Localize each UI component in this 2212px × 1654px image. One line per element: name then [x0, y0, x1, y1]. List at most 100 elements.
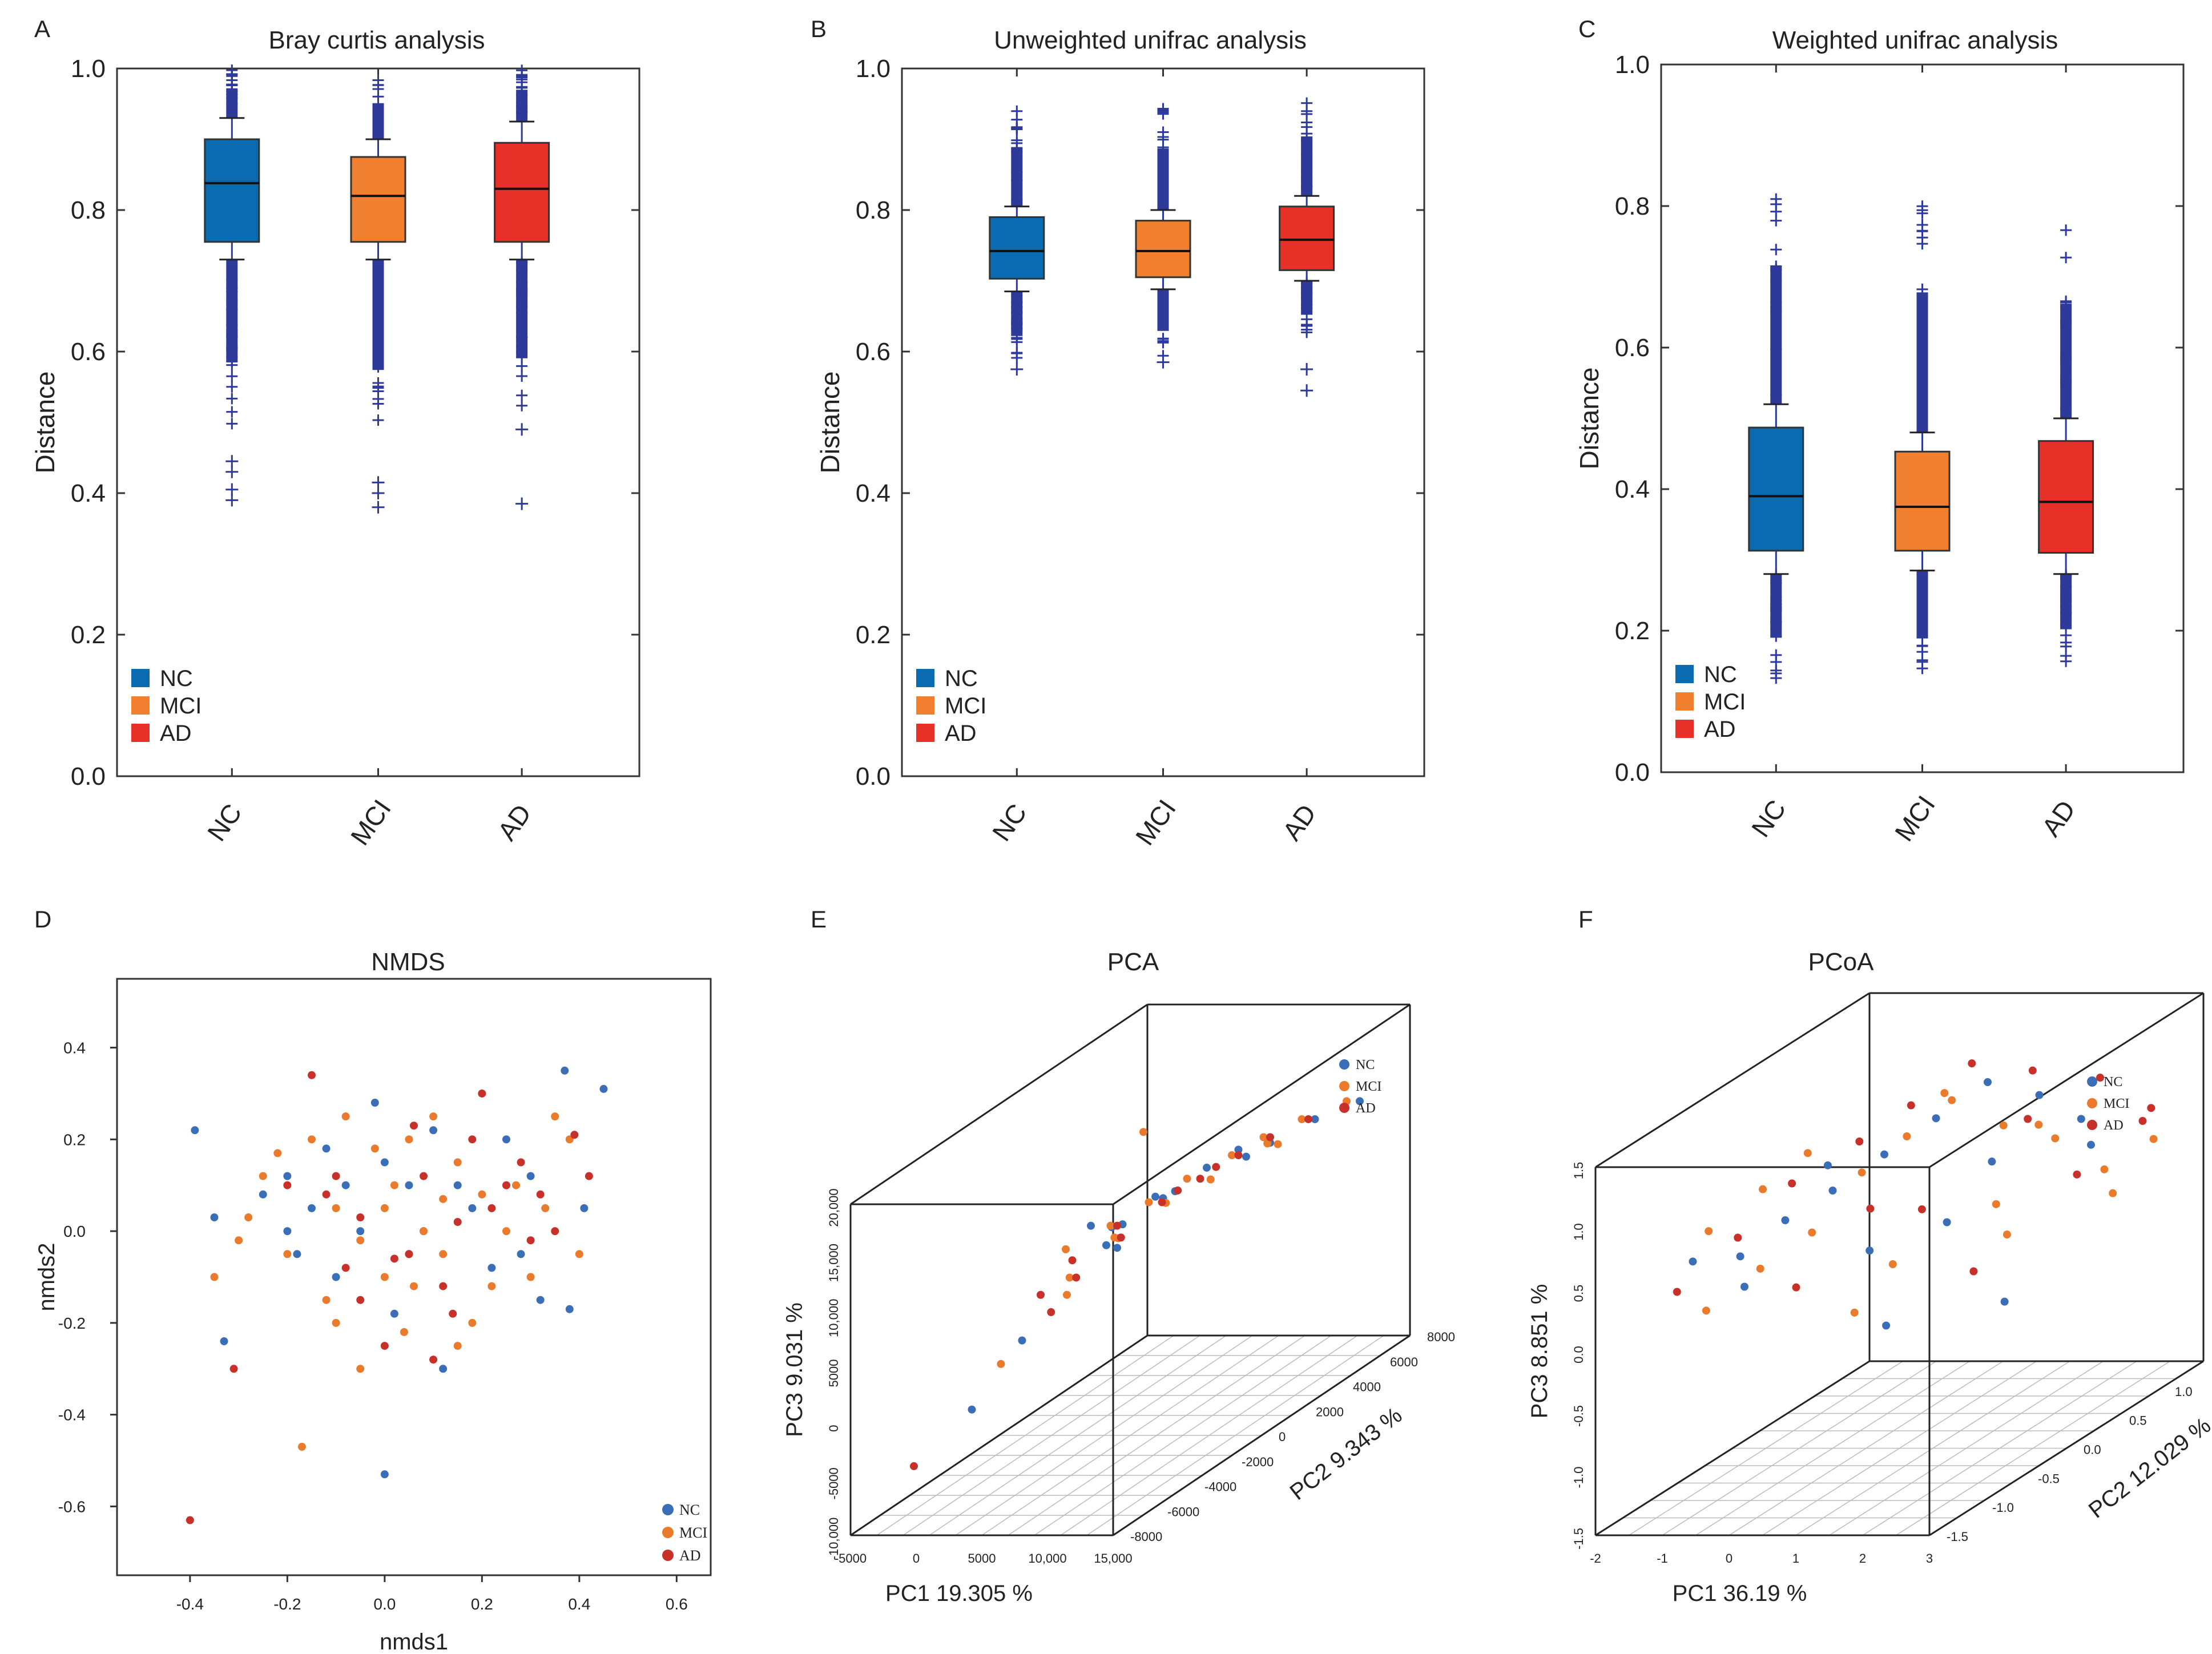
point-nc — [2000, 1297, 2009, 1306]
outlier-marker — [1770, 264, 1782, 276]
point-nc — [220, 1337, 228, 1346]
point-nc — [1242, 1152, 1250, 1161]
grid-line — [1034, 1335, 1332, 1536]
legend-label: AD — [1356, 1101, 1376, 1116]
point-mci — [332, 1318, 340, 1327]
point-mci — [2003, 1231, 2011, 1239]
outlier-marker — [2060, 606, 2072, 618]
outlier-marker — [1770, 198, 1782, 210]
point-mci — [1106, 1221, 1115, 1230]
point-ad — [229, 1365, 238, 1373]
outlier-marker — [1770, 672, 1782, 684]
outlier-marker — [1157, 126, 1169, 138]
legend-label: AD — [1704, 717, 1736, 742]
point-mci — [322, 1296, 331, 1304]
legend-label: MCI — [1356, 1079, 1381, 1094]
y-tick-label: 0.0 — [2084, 1443, 2101, 1457]
point-nc — [380, 1470, 389, 1479]
outlier-marker — [1301, 116, 1313, 128]
point-ad — [1234, 1151, 1243, 1160]
point-mci — [400, 1328, 408, 1336]
grid-line — [1862, 1361, 2137, 1536]
point-ad — [1117, 1233, 1125, 1242]
y-tick-label: -6000 — [1167, 1504, 1199, 1519]
point-ad — [1068, 1256, 1077, 1265]
point-ad — [410, 1122, 418, 1130]
panel-letter: A — [34, 15, 50, 42]
grid-line — [1060, 1335, 1358, 1536]
point-ad — [390, 1254, 398, 1263]
outlier-marker — [2060, 252, 2072, 264]
outlier-marker — [226, 86, 238, 98]
outlier-marker — [226, 68, 238, 80]
legend-label: MCI — [1704, 689, 1746, 715]
outlier-marker — [2060, 295, 2072, 307]
point-nc — [370, 1099, 379, 1107]
legend-marker — [662, 1504, 674, 1515]
point-mci — [2051, 1134, 2060, 1143]
point-nc — [322, 1144, 331, 1153]
point-mci — [512, 1181, 521, 1189]
y-tick-label: 0.0 — [63, 1223, 86, 1240]
point-ad — [1212, 1163, 1220, 1171]
point-nc — [599, 1084, 608, 1093]
point-mci — [210, 1273, 219, 1281]
point-nc — [580, 1204, 589, 1212]
point-mci — [1263, 1139, 1272, 1148]
outlier-marker — [1011, 166, 1023, 178]
outlier-band — [372, 259, 384, 370]
outlier-marker — [2060, 655, 2072, 667]
point-nc — [429, 1126, 438, 1135]
outlier-marker — [226, 342, 238, 354]
point-nc — [2077, 1115, 2085, 1123]
legend-swatch — [1675, 665, 1694, 683]
point-mci — [1940, 1089, 1949, 1098]
y-tick-label: 0.8 — [856, 196, 891, 224]
outlier-marker — [372, 398, 384, 410]
point-nc — [259, 1190, 267, 1199]
y-tick-label: 0 — [1279, 1430, 1286, 1444]
y-tick-label: 1.0 — [71, 55, 106, 83]
point-ad — [1174, 1186, 1182, 1195]
panel-a: A Bray curtis analysis 0.0 0.2 0.4 0.6 0.8 1.… — [30, 15, 640, 850]
outlier-marker — [2060, 315, 2072, 327]
z-tick-label: 0.0 — [1572, 1346, 1586, 1363]
point-ad — [1792, 1283, 1800, 1292]
outlier-marker — [516, 291, 528, 302]
legend-label: NC — [160, 666, 193, 691]
point-nc — [2035, 1091, 2044, 1099]
point-mci — [1999, 1121, 2008, 1129]
point-mci — [1063, 1290, 1071, 1299]
point-mci — [273, 1149, 282, 1157]
outlier-marker — [1916, 238, 1928, 250]
point-mci — [1298, 1115, 1306, 1123]
y-tick-label: 0.4 — [856, 479, 891, 507]
point-ad — [478, 1089, 486, 1098]
z-tick-label: 0.5 — [1572, 1285, 1586, 1302]
point-ad — [2147, 1104, 2155, 1112]
y-tick-label: -0.5 — [2038, 1471, 2060, 1486]
box-edge — [850, 1334, 1148, 1536]
y-tick-label: 2000 — [1316, 1405, 1344, 1419]
legend-label: NC — [2104, 1075, 2122, 1090]
y-tick-label: -2000 — [1242, 1455, 1274, 1469]
outlier-marker — [2060, 580, 2072, 592]
point-nc — [1736, 1252, 1744, 1261]
x-tick-label: -0.4 — [176, 1595, 204, 1613]
x-tick-label: MCI — [1130, 794, 1182, 850]
outlier-marker — [1300, 384, 1313, 397]
point-nc — [1018, 1336, 1026, 1345]
outlier-marker — [372, 314, 384, 326]
outlier-marker — [1011, 123, 1023, 135]
point-mci — [1206, 1175, 1215, 1184]
outlier-marker — [1157, 337, 1169, 349]
outlier-marker — [2060, 370, 2072, 382]
x-tick-label: 5000 — [968, 1551, 996, 1566]
legend-label: NC — [679, 1502, 700, 1518]
outlier-marker — [226, 418, 238, 430]
y-tick-label: 0.2 — [856, 621, 891, 649]
point-nc — [1102, 1241, 1110, 1249]
x-tick-label: 0 — [1726, 1551, 1732, 1566]
x-tick-label: 0.4 — [568, 1595, 590, 1613]
legend-label: MCI — [679, 1524, 707, 1541]
